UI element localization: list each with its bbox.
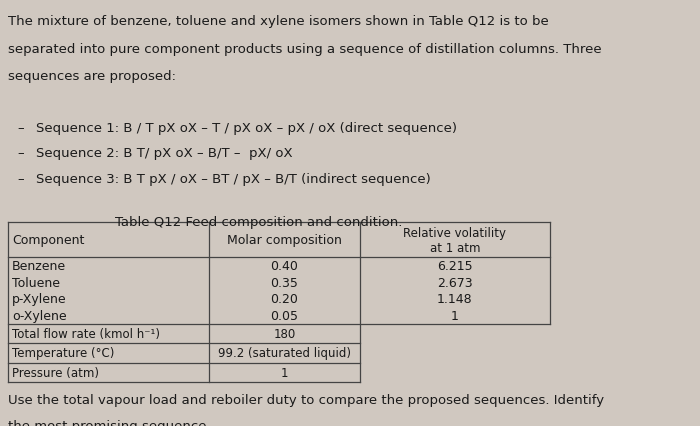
- Text: 2.673: 2.673: [437, 276, 473, 289]
- Text: 1.148: 1.148: [437, 293, 473, 305]
- Text: Sequence 2: B T/ pX oX – B/T –  pX/ oX: Sequence 2: B T/ pX oX – B/T – pX/ oX: [36, 147, 293, 160]
- Text: –: –: [18, 121, 24, 134]
- Text: Relative volatility
at 1 atm: Relative volatility at 1 atm: [403, 226, 506, 254]
- Text: –: –: [18, 147, 24, 160]
- Text: 180: 180: [273, 327, 295, 340]
- Text: 0.05: 0.05: [270, 309, 298, 322]
- Text: Toluene: Toluene: [12, 276, 60, 289]
- Text: o-Xylene: o-Xylene: [12, 309, 66, 322]
- Text: The mixture of benzene, toluene and xylene isomers shown in Table Q12 is to be: The mixture of benzene, toluene and xyle…: [8, 15, 549, 28]
- Text: Sequence 3: B T pX / oX – BT / pX – B/T (indirect sequence): Sequence 3: B T pX / oX – BT / pX – B/T …: [36, 173, 431, 185]
- Text: 99.2 (saturated liquid): 99.2 (saturated liquid): [218, 347, 351, 360]
- Text: Table Q12 Feed composition and condition.: Table Q12 Feed composition and condition…: [116, 215, 402, 228]
- Text: 6.215: 6.215: [437, 259, 473, 273]
- Text: Total flow rate (kmol h⁻¹): Total flow rate (kmol h⁻¹): [12, 327, 160, 340]
- Text: p-Xylene: p-Xylene: [12, 293, 66, 305]
- Text: the most promising sequence.: the most promising sequence.: [8, 420, 211, 426]
- Text: 0.20: 0.20: [270, 293, 298, 305]
- Text: Pressure (atm): Pressure (atm): [12, 366, 99, 379]
- Text: separated into pure component products using a sequence of distillation columns.: separated into pure component products u…: [8, 43, 602, 55]
- Text: 0.35: 0.35: [270, 276, 298, 289]
- Text: –: –: [18, 173, 24, 185]
- Text: Molar composition: Molar composition: [227, 234, 342, 247]
- Text: 1: 1: [451, 309, 458, 322]
- Text: Benzene: Benzene: [12, 259, 66, 273]
- Text: Sequence 1: B / T pX oX – T / pX oX – pX / oX (direct sequence): Sequence 1: B / T pX oX – T / pX oX – pX…: [36, 121, 457, 134]
- Text: Temperature (°C): Temperature (°C): [12, 347, 114, 360]
- Text: Component: Component: [12, 234, 84, 247]
- Text: 1: 1: [281, 366, 288, 379]
- Text: Use the total vapour load and reboiler duty to compare the proposed sequences. I: Use the total vapour load and reboiler d…: [8, 393, 605, 406]
- Text: sequences are proposed:: sequences are proposed:: [8, 70, 176, 83]
- Text: 0.40: 0.40: [270, 259, 298, 273]
